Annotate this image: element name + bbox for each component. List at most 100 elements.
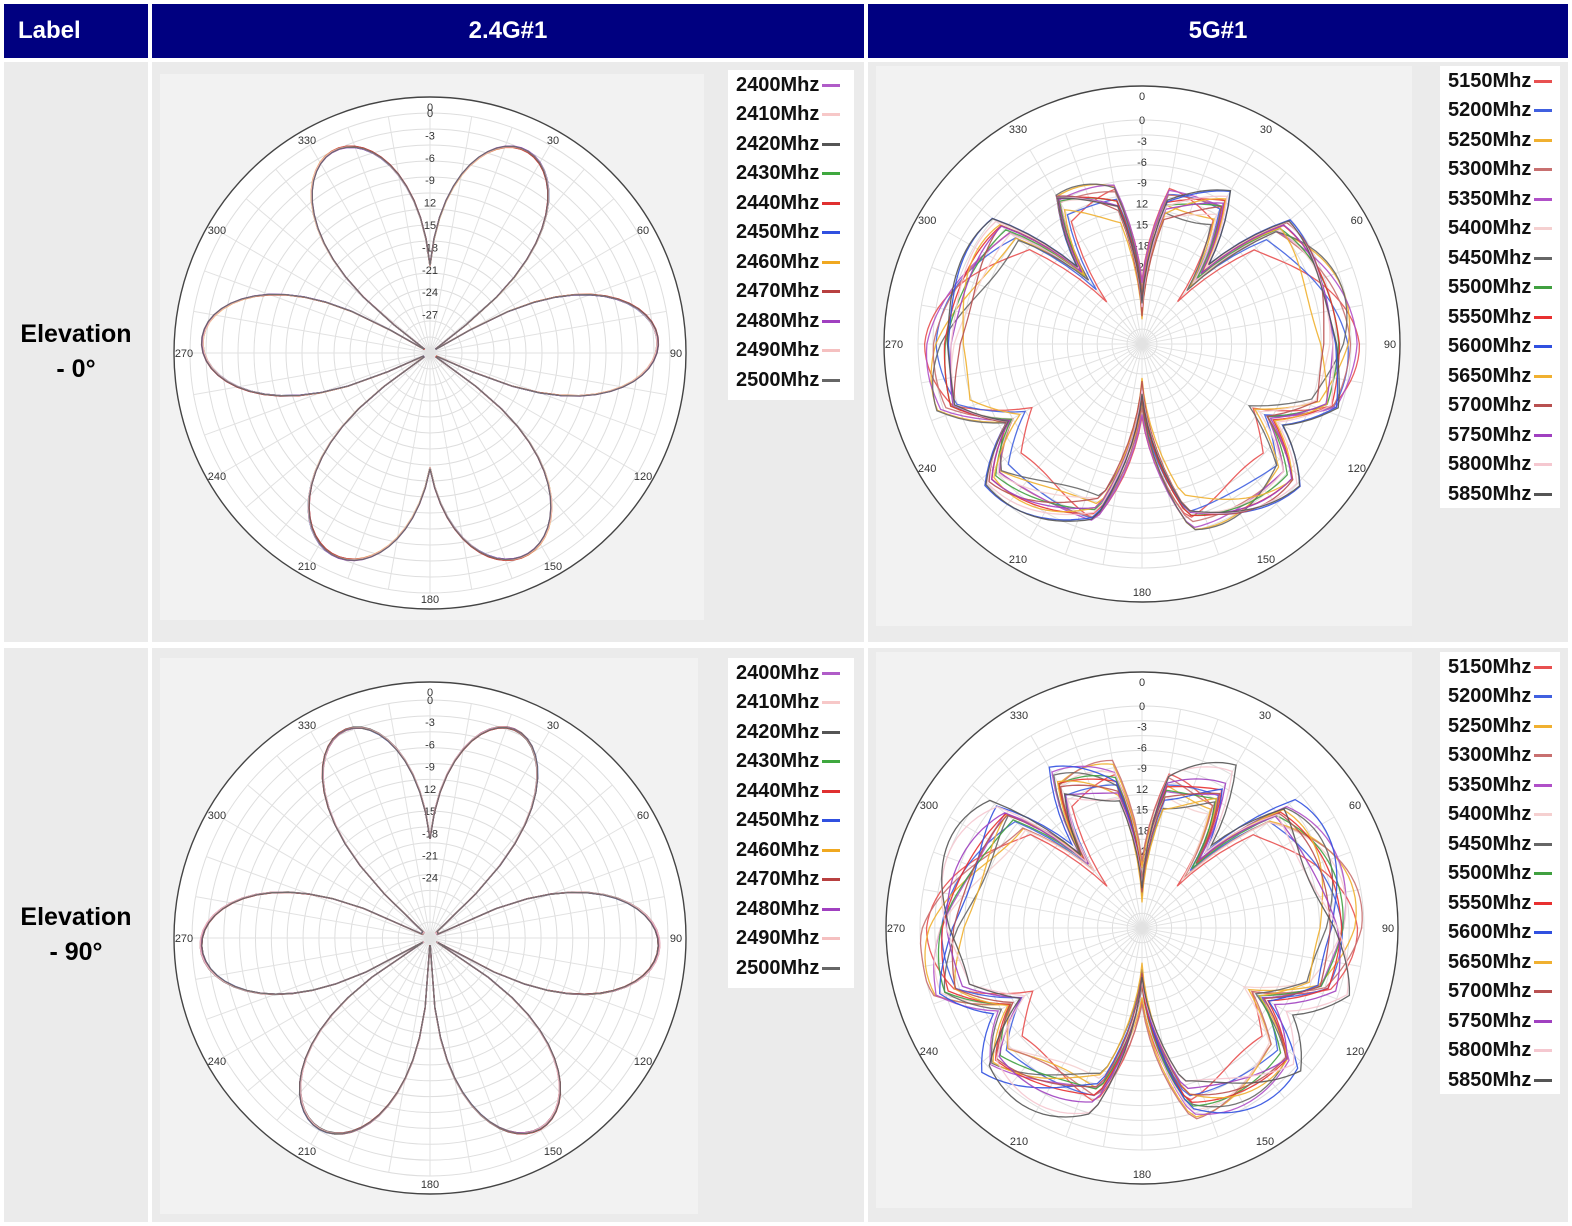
angle-tick-label: 300 [208,225,226,237]
series-line-2500Mhz [201,726,659,1135]
legend-swatch [1534,374,1553,378]
legend-swatch [1534,1049,1553,1052]
legend-swatch [1534,433,1553,437]
radial-tick-label: -3 [1137,136,1147,148]
angle-tick-label: 240 [918,463,936,475]
angle-tick-label: 60 [1349,800,1361,812]
grid-spoke [310,731,431,939]
grid-spoke [429,144,551,354]
radial-tick-label: -21 [422,265,438,277]
grid-spoke [348,714,431,939]
legend-item: 5800Mhz [1448,450,1553,480]
legend-label: 5600Mhz [1448,921,1532,943]
grid-spoke [1141,172,1287,345]
legend-swatch [1534,665,1553,669]
cell-24-el0: 0 30 60 90 120 150 180 210 240 270 300 330 0 -3 -6 -9 12… [152,62,864,642]
legend-label: 2450Mhz [736,221,820,243]
grid-spoke [971,784,1143,929]
radial-tick-label: -6 [1137,157,1147,169]
grid-spoke [388,703,431,939]
grid-spoke [1141,149,1255,345]
legend-label: 2400Mhz [736,661,820,684]
grid-spoke [348,937,431,1162]
legend-label: 2480Mhz [736,897,820,920]
angle-tick-label: 330 [1010,710,1028,722]
angle-tick-label: 210 [1009,554,1027,566]
legend-swatch [822,319,841,323]
legend-item: 2410Mhz [736,688,841,718]
legend-label: 5350Mhz [1448,187,1532,210]
grid-spoke [429,168,585,354]
grid-spoke [247,937,431,1092]
angle-tick-label: 300 [918,215,936,227]
polar-grid: 0 30 60 90 120 150 180 210 240 270 300 330 0 -3 -6 -9 12… [885,671,1399,1185]
grid-spoke [429,937,550,1145]
legend-label: 5650Mhz [1448,950,1532,973]
grid-spoke [429,352,667,396]
legend-label: 2470Mhz [736,868,820,890]
angle-tick-label: 90 [670,348,682,360]
grid-spoke [275,352,431,538]
legend-item: 5450Mhz [1448,829,1553,859]
legend-label: 5250Mhz [1448,128,1532,151]
legend-swatch [1534,842,1553,846]
legend-24g-el90: 2400Mhz 2410Mhz 2420Mhz 2430Mhz 2440Mhz 2450M… [728,658,854,988]
grid-spoke [1141,757,1286,929]
grid-spoke [429,731,550,939]
radial-tick-label: 15 [1136,220,1148,232]
legend-item: 5200Mhz [1448,96,1553,126]
angle-tick-label: 270 [887,923,905,935]
legend-item: 5200Mhz [1448,682,1553,712]
legend-label: 2440Mhz [736,191,820,214]
legend-item: 5850Mhz [1448,479,1553,509]
legend-item: 2410Mhz [736,100,841,130]
grid-spoke [429,937,665,980]
angle-tick-label: 210 [298,561,316,573]
polar-chart-24g-el90: 0 30 60 90 120 150 180 210 240 270 300 330 0 -3 -6 -9 12… [173,681,687,1195]
grid-spoke [947,343,1143,457]
grid-spoke [429,116,473,354]
angle-tick-label: 90 [670,933,682,945]
grid-spoke [245,352,431,508]
legend-swatch [822,730,841,734]
grid-spoke [429,937,654,1020]
grid-spoke [1141,735,1254,929]
polar-grid: 0 30 60 90 120 150 180 210 240 270 300 330 0 -3 -6 -9 12… [173,96,687,610]
legend-item: 5250Mhz [1448,711,1553,741]
series-line-5650Mhz [953,780,1324,1099]
radial-tick-label: -24 [422,873,438,885]
grid-spoke [206,856,431,939]
legend-label: 5150Mhz [1448,69,1532,92]
legend-item: 2420Mhz [736,129,841,159]
angle-tick-label: 0 [1139,677,1145,689]
legend-label: 5650Mhz [1448,364,1532,387]
series-line-5850Mhz [946,189,1340,522]
grid-spoke [429,937,512,1162]
legend-label: 5400Mhz [1448,217,1532,239]
legend-swatch [1534,286,1553,289]
grid-spoke [1141,888,1361,929]
legend-24g-el0: 2400Mhz 2410Mhz 2420Mhz 2430Mhz 2440Mhz 2450M… [728,70,854,400]
series-line-5750Mhz [949,197,1334,514]
series-line-5650Mhz [962,198,1328,513]
legend-swatch [1534,1019,1553,1023]
grid-spoke [223,937,431,1058]
legend-label: 5700Mhz [1448,394,1532,416]
grid-spoke [347,352,431,579]
legend-swatch [1534,463,1553,466]
radial-tick-label: -6 [1137,742,1147,754]
legend-swatch [822,172,841,175]
angle-tick-label: 210 [1010,1136,1028,1148]
grid-spoke [1141,304,1363,345]
legend-label: 2470Mhz [736,280,820,302]
grid-spoke [429,352,585,538]
polar-grid: 0 30 60 90 120 150 180 210 240 270 300 330 0 -3 -6 -9 12… [173,681,687,1195]
legend-label: 5500Mhz [1448,862,1532,884]
legend-item: 5500Mhz [1448,859,1553,889]
angle-tick-label: 330 [1009,124,1027,136]
legend-swatch [1534,695,1553,698]
grid-spoke [429,755,584,939]
angle-tick-label: 180 [1133,1169,1151,1181]
grid-spoke [429,937,637,1058]
legend-item: 5650Mhz [1448,947,1553,977]
